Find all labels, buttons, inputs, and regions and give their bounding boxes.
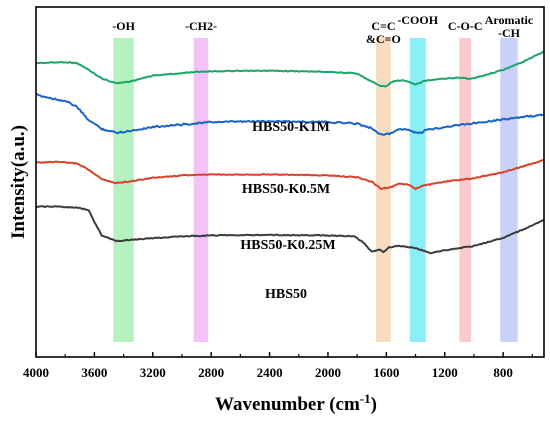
band-0 bbox=[113, 38, 134, 342]
x-tick-label-6: 1600 bbox=[373, 365, 399, 380]
x-tick-label-1: 3600 bbox=[81, 365, 107, 380]
band-label-4: C-O-C bbox=[448, 19, 483, 33]
x-tick-label-3: 2800 bbox=[198, 365, 224, 380]
x-tick-label-5: 2000 bbox=[315, 365, 341, 380]
band-label-5: Aromatic -CH bbox=[485, 13, 534, 40]
band-label-2: C=C &C=O bbox=[366, 19, 401, 46]
x-axis-title: Wavenumber (cm-1) bbox=[215, 391, 377, 415]
series-label-3: HBS50 bbox=[265, 287, 307, 302]
band-label-1: -CH2- bbox=[185, 19, 217, 33]
band-5 bbox=[500, 38, 518, 342]
series-label-1: HBS50-K0.5M bbox=[242, 182, 330, 197]
series-line-1 bbox=[35, 93, 545, 136]
series-line-0 bbox=[35, 50, 545, 88]
series-line-2 bbox=[35, 159, 545, 191]
y-axis-title: Intensity(a.u.) bbox=[8, 125, 29, 239]
x-tick-label-7: 1200 bbox=[432, 365, 458, 380]
text-layer: -OH -CH2- C=C &C=O-COOH C-O-C Aromatic -CH HBS5… bbox=[8, 13, 534, 415]
band-4 bbox=[459, 38, 472, 342]
band-label-0: -OH bbox=[112, 19, 135, 33]
band-3 bbox=[409, 38, 426, 342]
series-layer bbox=[35, 50, 545, 255]
x-tick-label-4: 2400 bbox=[257, 365, 283, 380]
band-label-3: -COOH bbox=[397, 13, 438, 27]
band-2 bbox=[376, 38, 391, 342]
series-label-2: HBS50-K0.25M bbox=[240, 238, 335, 253]
x-tick-label-8: 800 bbox=[493, 365, 513, 380]
x-tick-label-0: 4000 bbox=[23, 365, 49, 380]
axes-box bbox=[35, 6, 545, 358]
series-label-0: HBS50-K1M bbox=[252, 120, 330, 135]
plot-frame bbox=[35, 6, 545, 358]
x-tick-label-2: 3200 bbox=[140, 365, 166, 380]
series-line-3 bbox=[35, 205, 545, 255]
band-1 bbox=[193, 38, 209, 342]
band-layer bbox=[113, 38, 518, 342]
